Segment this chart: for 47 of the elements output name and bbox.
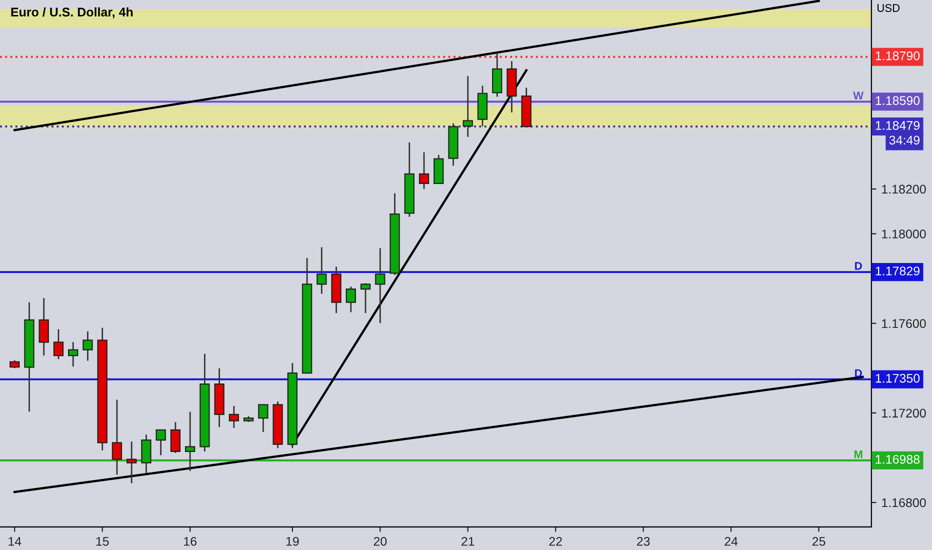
y-axis-title: USD <box>878 4 900 12</box>
candlestick <box>53 328 64 360</box>
candlestick <box>156 429 166 456</box>
annotation: D <box>855 369 862 378</box>
x-tick-label: 19 <box>286 536 299 546</box>
x-tick-label: 20 <box>374 536 387 546</box>
x-tick-label: 23 <box>637 536 650 546</box>
text: Euro / U.S. Dollar, 4h <box>11 7 133 18</box>
y-tick-label: 1.18200 <box>882 184 926 194</box>
candlestick <box>126 440 137 484</box>
annotation: M <box>854 450 862 458</box>
ref-line-label: 1.18590 <box>876 96 920 106</box>
x-tick-label: 16 <box>184 536 196 546</box>
ref-line-label: 1.18790 <box>876 51 920 60</box>
x-tick-label: 24 <box>724 536 738 546</box>
y-tick-label: 1.17200 <box>882 408 926 418</box>
x-tick-label: 21 <box>462 536 474 546</box>
candlestick <box>360 282 371 314</box>
y-tick-label: 1.16800 <box>882 498 926 508</box>
annotation: W <box>853 92 864 100</box>
ref-line-label: 1.16988 <box>876 454 920 464</box>
candlestick <box>418 152 430 190</box>
candlestick <box>375 247 386 324</box>
candlestick <box>492 52 502 98</box>
candlestick <box>170 421 181 454</box>
candlestick <box>184 411 196 472</box>
ref-line-label: 1.17829 <box>876 266 920 276</box>
x-tick-label: 14 <box>8 537 22 546</box>
y-tick-label: 1.18000 <box>882 230 926 238</box>
ref-line-label: 1.18479 <box>876 121 920 130</box>
text: 34:49 <box>889 136 920 145</box>
candlestick <box>228 405 240 429</box>
candlestick <box>68 341 78 368</box>
x-tick-label: 25 <box>812 536 826 546</box>
ref-line-label: 1.17350 <box>876 374 920 383</box>
candlestick <box>112 399 122 476</box>
candlestick <box>462 75 473 138</box>
x-tick-label: 15 <box>96 537 109 546</box>
y-tick-label: 1.17600 <box>882 319 926 328</box>
candlestick <box>346 286 356 313</box>
annotation: D <box>855 262 862 270</box>
candlestick <box>141 434 152 474</box>
candlestick <box>82 330 93 362</box>
x-tick-label: 22 <box>549 536 562 546</box>
candlestick <box>316 246 327 294</box>
candlestick <box>38 297 49 356</box>
candlestick <box>258 404 268 433</box>
